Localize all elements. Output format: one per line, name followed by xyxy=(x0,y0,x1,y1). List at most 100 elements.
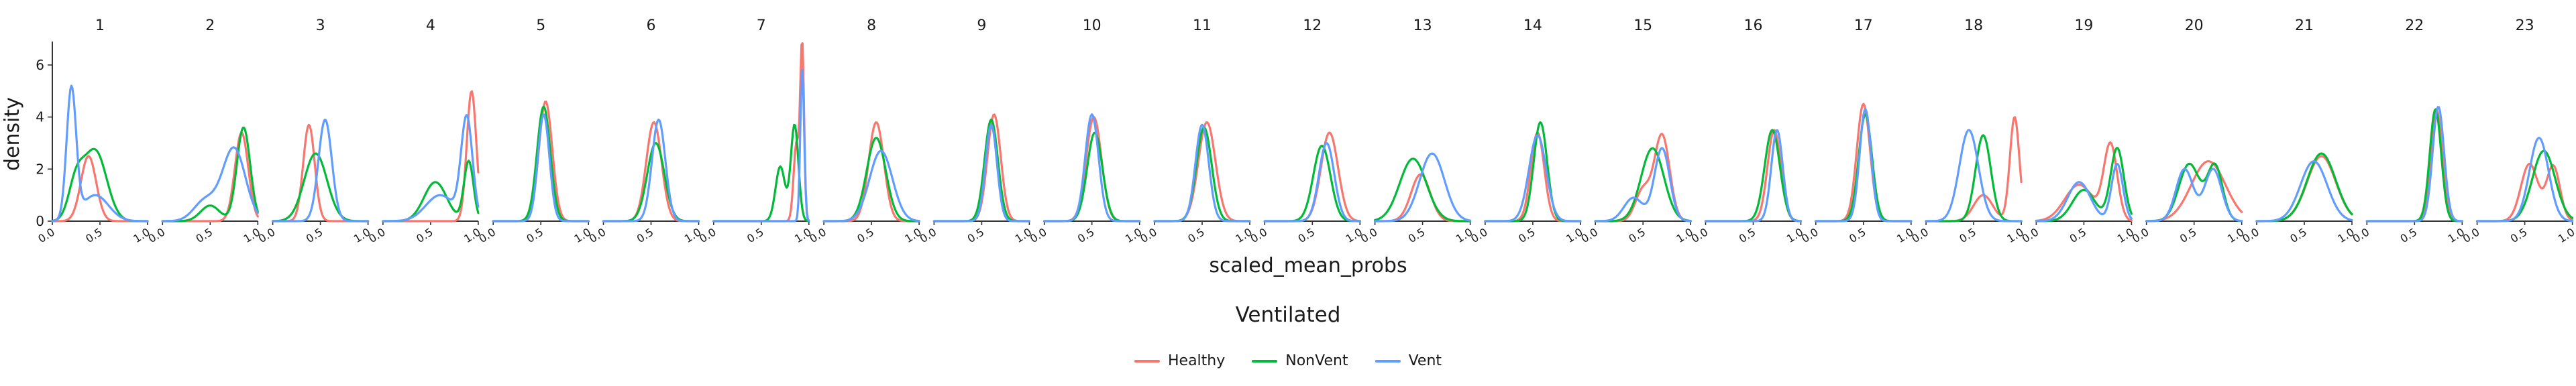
density-line-healthy xyxy=(2035,141,2133,222)
facet-label: 2 xyxy=(205,17,215,34)
y-tick-label: 2 xyxy=(36,161,44,177)
x-tick-label: 0.0 xyxy=(1358,226,1380,246)
facet-panel-20: 200.0 0.5 1.0 xyxy=(2130,17,2247,245)
x-tick-label: 0.0 xyxy=(2240,226,2261,246)
facet-label: 23 xyxy=(2516,17,2534,34)
x-tick-label: 0.5 xyxy=(1516,226,1538,246)
facet-label: 16 xyxy=(1744,17,1763,34)
y-tick-label: 6 xyxy=(36,57,44,73)
facet-panel-4: 40.0 0.5 1.0 xyxy=(366,17,483,245)
density-line-vent xyxy=(602,119,700,222)
facet-panel-7: 70.0 0.5 1.0 xyxy=(697,17,814,245)
x-tick-label: 0.5 xyxy=(745,226,766,246)
density-line-nonvent xyxy=(2255,152,2353,222)
x-tick-label: 0.0 xyxy=(2130,226,2151,246)
x-tick-label: 0.5 xyxy=(1406,226,1428,246)
legend-label-healthy: Healthy xyxy=(1167,352,1226,369)
legend-item-vent: Vent xyxy=(1375,352,1442,369)
x-tick-label: 0.5 xyxy=(1296,226,1318,246)
density-line-vent xyxy=(822,149,920,222)
x-tick-label: 0.5 xyxy=(524,226,545,246)
x-tick-label: 0.0 xyxy=(1468,226,1490,246)
facet-panel-13: 130.0 0.5 1.0 xyxy=(1358,17,1475,245)
density-line-vent xyxy=(2255,160,2353,222)
facet-panel-8: 80.0 0.5 1.0 xyxy=(807,17,924,245)
density-line-nonvent xyxy=(1043,131,1141,222)
facet-panel-19: 190.0 0.5 1.0 xyxy=(2020,17,2137,245)
facet-label: 11 xyxy=(1193,17,1212,34)
density-line-vent xyxy=(1484,134,1582,222)
x-tick-label: 0.5 xyxy=(2178,226,2199,246)
density-line-vent xyxy=(272,119,370,222)
legend-item-nonvent: NonVent xyxy=(1252,352,1348,369)
legend-label-vent: Vent xyxy=(1408,352,1442,369)
y-tick-label: 0 xyxy=(36,213,44,229)
density-line-healthy xyxy=(2365,108,2463,222)
x-tick-label: 0.0 xyxy=(807,226,828,246)
x-tick-label: 0.5 xyxy=(855,226,876,246)
density-line-vent xyxy=(1815,108,1913,222)
facet-panel-9: 90.0 0.5 1.0 xyxy=(918,17,1034,245)
facet-label: 14 xyxy=(1523,17,1542,34)
facet-label: 15 xyxy=(1633,17,1652,34)
x-tick-label: 0.5 xyxy=(2288,226,2309,246)
facet-label: 3 xyxy=(316,17,325,34)
density-line-vent xyxy=(1594,147,1692,222)
x-tick-label: 0.5 xyxy=(635,226,656,246)
density-line-nonvent xyxy=(1594,147,1692,222)
x-tick-label: 0.0 xyxy=(2351,226,2372,246)
x-tick-label: 0.0 xyxy=(1689,226,1711,246)
x-tick-label: 0.5 xyxy=(1737,226,1758,246)
legend-items: Healthy NonVent Vent xyxy=(0,352,2576,369)
facet-panel-12: 120.0 0.5 1.0 xyxy=(1248,17,1365,245)
x-tick-label: 0.0 xyxy=(918,226,939,246)
x-tick-label: 0.5 xyxy=(1957,226,1978,246)
x-tick-label: 0.0 xyxy=(1248,226,1270,246)
density-line-nonvent xyxy=(2035,147,2133,222)
x-tick-label: 0.0 xyxy=(2461,226,2482,246)
facet-panel-6: 60.0 0.5 1.0 xyxy=(587,17,704,245)
x-tick-label: 0.0 xyxy=(146,226,168,246)
density-line-vent xyxy=(1043,113,1141,222)
facet-label: 20 xyxy=(2185,17,2204,34)
density-line-vent xyxy=(932,123,1030,222)
x-tick-label: 0.5 xyxy=(414,226,435,246)
facet-label: 8 xyxy=(867,17,876,34)
facet-label: 7 xyxy=(757,17,766,34)
density-line-healthy xyxy=(1153,121,1251,222)
x-tick-label: 0.5 xyxy=(1847,226,1868,246)
legend-swatch-healthy xyxy=(1134,359,1160,363)
y-tick-label: 4 xyxy=(36,109,44,125)
x-axis-label: scaled_mean_probs xyxy=(1209,254,1407,277)
legend: Ventilated Healthy NonVent Vent xyxy=(0,303,2576,369)
x-tick-label: 0.5 xyxy=(965,226,987,246)
facet-panel-10: 100.0 0.5 1.0 xyxy=(1028,17,1144,245)
x-tick-label: 0.5 xyxy=(1185,226,1207,246)
density-line-vent xyxy=(2035,163,2133,222)
facet-panel-3: 30.0 0.5 1.0 xyxy=(256,17,373,245)
density-line-vent xyxy=(1374,152,1472,222)
facet-label: 1 xyxy=(95,17,105,34)
x-tick-label: 0.0 xyxy=(1799,226,1821,246)
density-line-healthy xyxy=(161,131,259,222)
facet-label: 21 xyxy=(2295,17,2314,34)
legend-title: Ventilated xyxy=(1235,303,1341,327)
facet-label: 12 xyxy=(1303,17,1322,34)
facet-panel-17: 170.0 0.5 1.0 xyxy=(1799,17,1916,245)
x-tick-label: 1.0 xyxy=(2556,226,2576,246)
density-line-vent xyxy=(2365,106,2463,222)
x-tick-label: 0.0 xyxy=(476,226,498,246)
x-tick-label: 0.5 xyxy=(304,226,325,246)
facet-label: 6 xyxy=(647,17,656,34)
facet-panel-15: 150.0 0.5 1.0 xyxy=(1578,17,1695,245)
x-tick-label: 0.5 xyxy=(2398,226,2420,246)
legend-item-healthy: Healthy xyxy=(1134,352,1225,369)
density-line-nonvent xyxy=(1925,134,2023,222)
density-line-vent xyxy=(161,146,259,222)
facet-label: 18 xyxy=(1964,17,1983,34)
y-axis-label: density xyxy=(1,97,24,171)
x-tick-label: 0.5 xyxy=(1626,226,1648,246)
density-line-vent xyxy=(1704,129,1803,222)
facet-panel-2: 20.0 0.5 1.0 xyxy=(146,17,263,245)
